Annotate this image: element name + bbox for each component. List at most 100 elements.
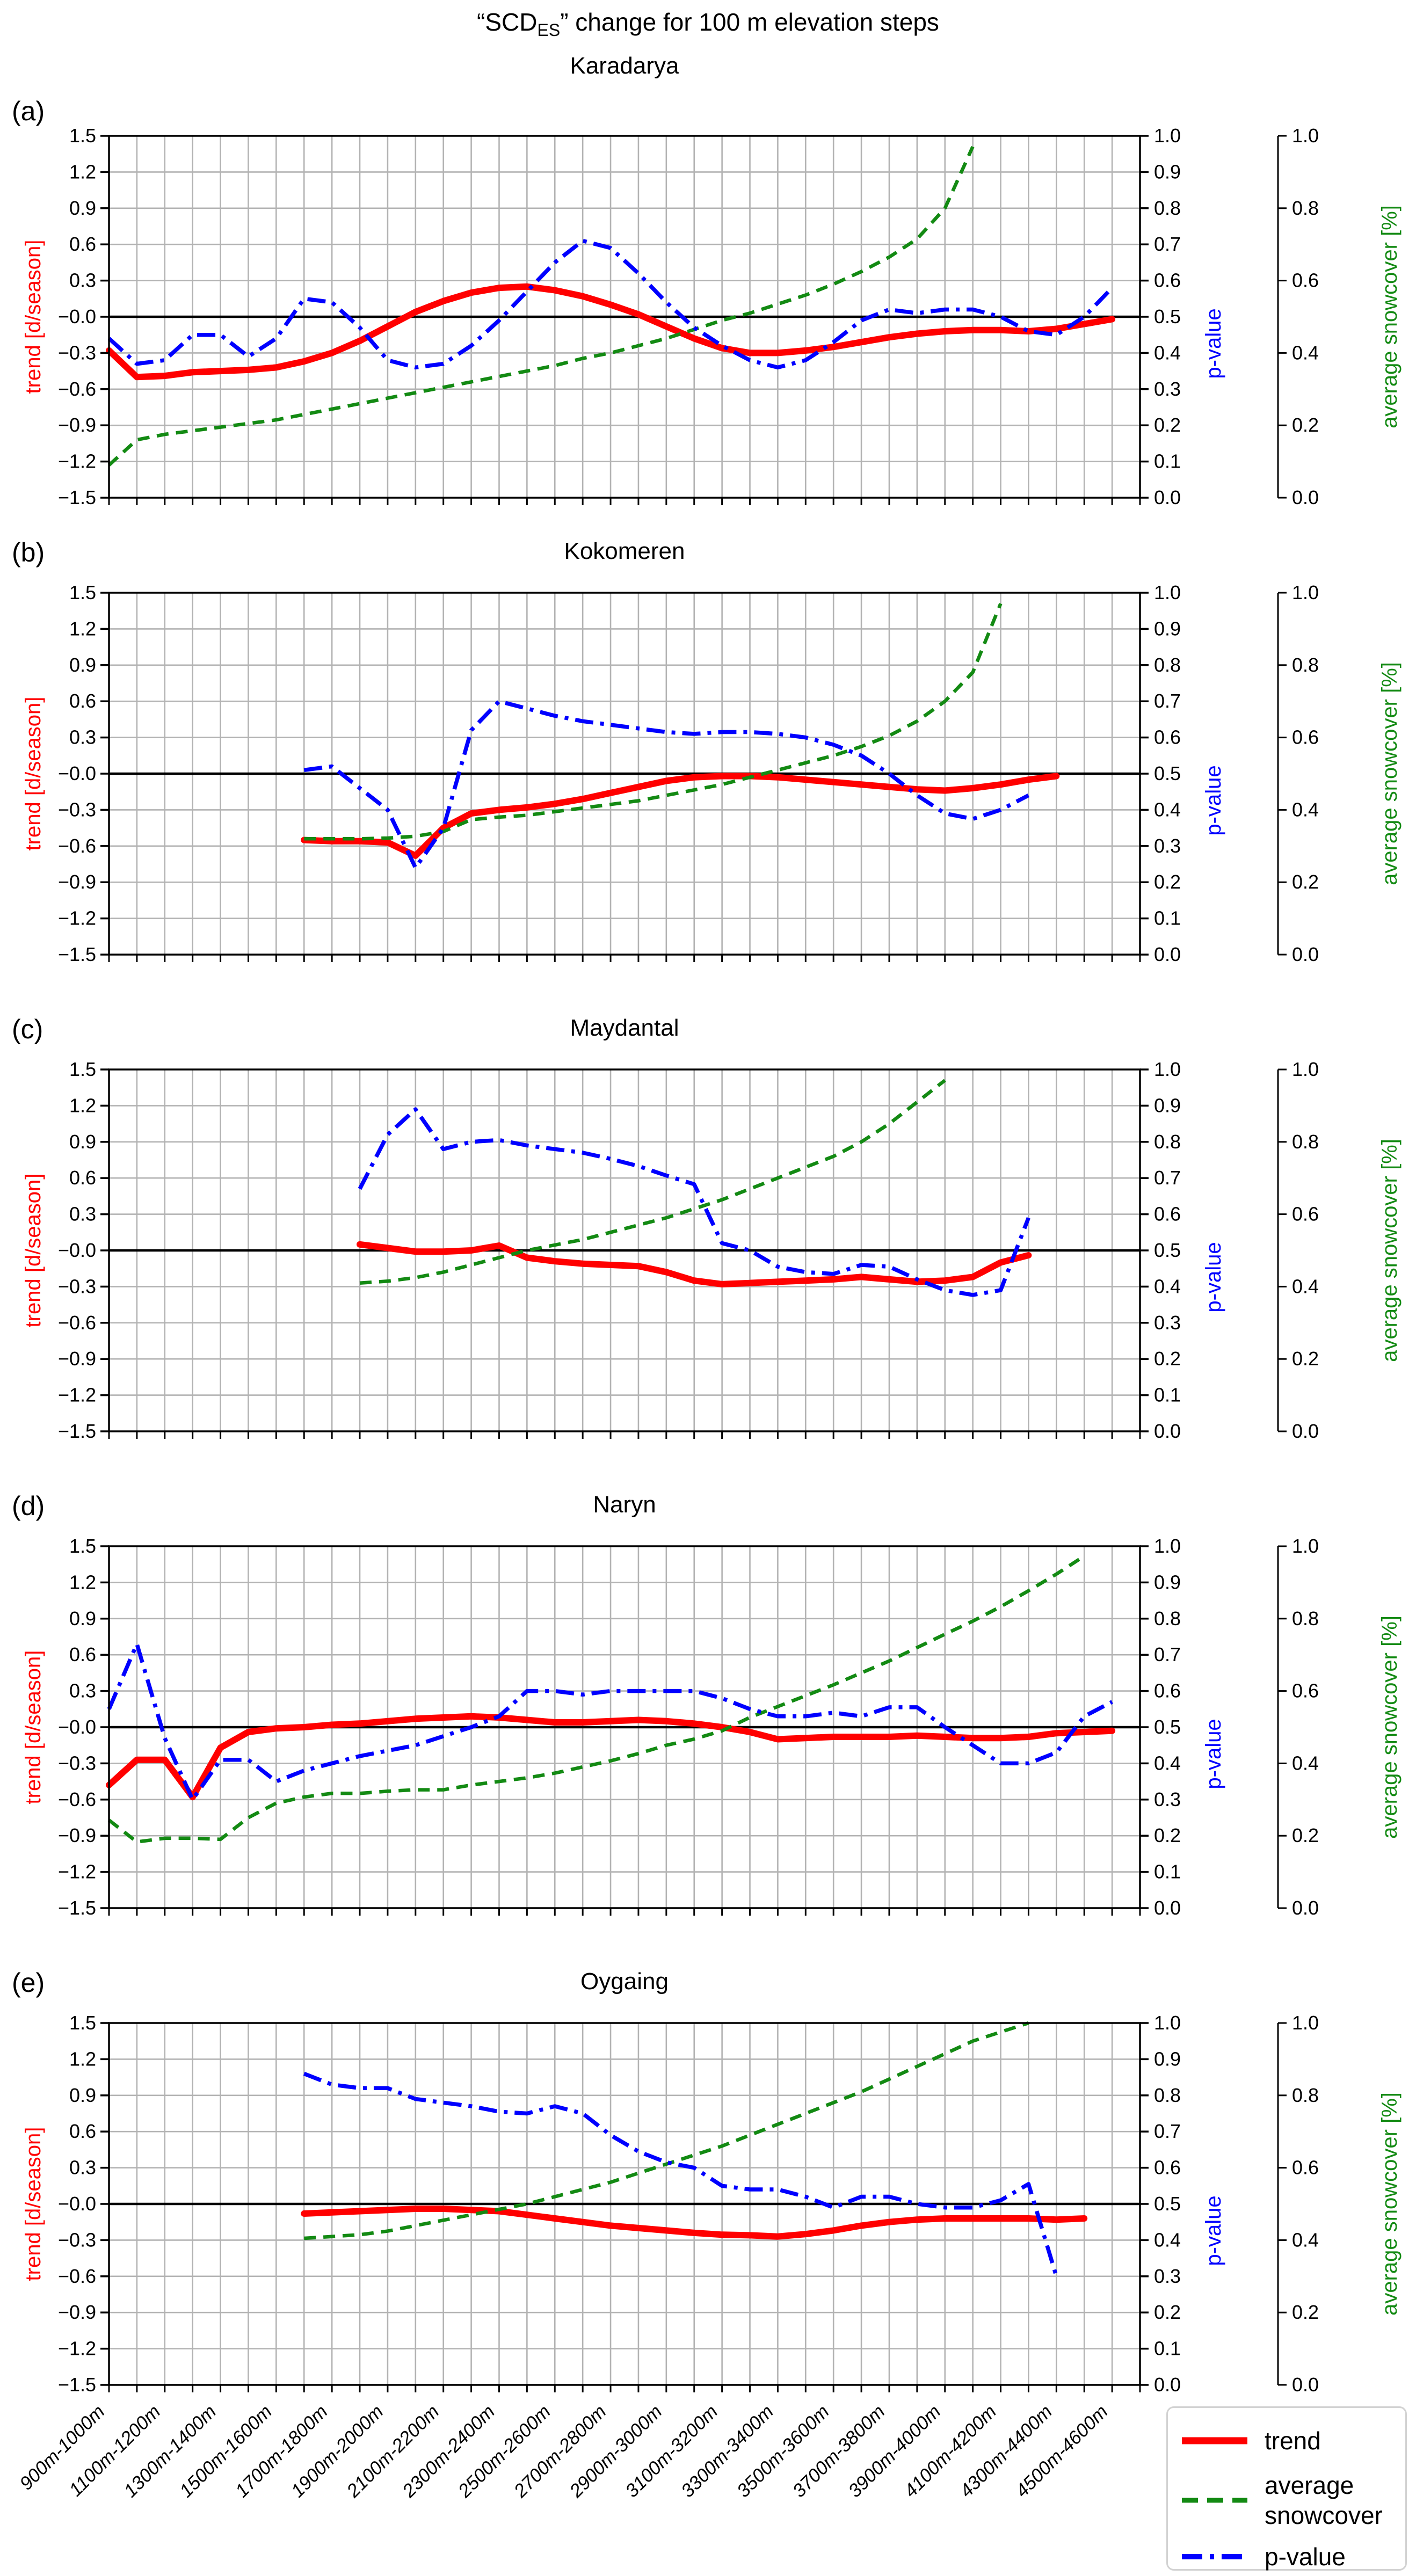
- trend-line: [106, 283, 1116, 381]
- svg-text:0.5: 0.5: [1154, 2193, 1181, 2215]
- snow-axis-label-b: average snowcover [%]: [1377, 662, 1402, 885]
- svg-text:0.6: 0.6: [1154, 1680, 1181, 1702]
- svg-text:−0.9: −0.9: [58, 871, 96, 893]
- panel-c-chart: 1.51.20.90.60.3−0.0−0.3−0.6−0.9−1.2−1.51…: [58, 1058, 1319, 1442]
- panel-b-chart: 1.51.20.90.60.3−0.0−0.3−0.6−0.9−1.2−1.51…: [58, 581, 1319, 965]
- legend-item-trend: trend: [1180, 2418, 1405, 2464]
- legend-item-p-value: p-value: [1180, 2537, 1405, 2576]
- svg-text:0.8: 0.8: [1292, 654, 1319, 676]
- svg-text:0.2: 0.2: [1292, 2301, 1319, 2323]
- svg-text:0.4: 0.4: [1292, 341, 1319, 363]
- svg-text:0.2: 0.2: [1154, 871, 1181, 893]
- svg-text:0.0: 0.0: [1154, 486, 1181, 508]
- svg-text:0.6: 0.6: [1292, 1680, 1319, 1702]
- svg-text:−0.9: −0.9: [58, 1824, 96, 1846]
- panel-title-naryn: Naryn: [593, 1491, 656, 1518]
- svg-text:0.3: 0.3: [69, 2157, 96, 2179]
- svg-text:0.9: 0.9: [69, 1131, 96, 1153]
- svg-text:0.1: 0.1: [1154, 450, 1181, 472]
- svg-text:0.3: 0.3: [69, 1680, 96, 1702]
- svg-text:1.0: 1.0: [1154, 1535, 1181, 1557]
- svg-text:−0.6: −0.6: [58, 2265, 96, 2287]
- p-value-line: [303, 2071, 1058, 2277]
- p-value-axis: 1.0 0.9 0.8 0.7 0.6 0.5 0.4 0.3 0.2 0.1 0.0: [1140, 125, 1181, 508]
- svg-text:0.2: 0.2: [1154, 2301, 1181, 2323]
- trend-axis-label-d: trend [d/season]: [21, 1650, 45, 1804]
- snowcover-line: [359, 1079, 946, 1285]
- svg-text:0.8: 0.8: [1154, 197, 1181, 219]
- snow-axis-label-d: average snowcover [%]: [1377, 1616, 1402, 1839]
- svg-text:1.0: 1.0: [1154, 581, 1181, 603]
- svg-text:1.5: 1.5: [69, 2012, 96, 2034]
- p-value-line: [358, 1107, 1030, 1297]
- panel-title-maydantal: Maydantal: [570, 1015, 679, 1041]
- p-value-axis: 1.0 0.9 0.8 0.7 0.6 0.5 0.4 0.3 0.2 0.1 0.0: [1140, 2012, 1181, 2396]
- svg-text:−0.3: −0.3: [58, 1752, 96, 1774]
- p-value-line: [107, 238, 1114, 370]
- snowcover-line: [107, 145, 975, 467]
- svg-text:0.7: 0.7: [1154, 2120, 1181, 2142]
- svg-text:1.5: 1.5: [69, 1535, 96, 1557]
- p-axis-label-d: p-value: [1201, 1719, 1225, 1789]
- figure-title-pre: “SCD: [477, 8, 538, 36]
- snowcover-line-sample: [1182, 2498, 1247, 2503]
- trend-axis-label-b: trend [d/season]: [21, 696, 45, 851]
- snowcover-axis: 1.0 0.8 0.6 0.4 0.2 0.0: [1277, 125, 1319, 508]
- svg-text:−1.2: −1.2: [58, 907, 96, 929]
- svg-text:0.0: 0.0: [1154, 1897, 1181, 1919]
- svg-text:0.2: 0.2: [1292, 1824, 1319, 1846]
- svg-text:0.6: 0.6: [69, 1167, 96, 1189]
- svg-text:0.6: 0.6: [69, 233, 96, 255]
- svg-text:1.0: 1.0: [1292, 1058, 1319, 1080]
- svg-text:−0.0: −0.0: [58, 1239, 96, 1261]
- svg-text:0.5: 0.5: [1154, 305, 1181, 328]
- svg-text:−1.2: −1.2: [58, 1861, 96, 1883]
- svg-text:0.6: 0.6: [69, 690, 96, 712]
- svg-text:0.4: 0.4: [1154, 798, 1181, 820]
- svg-text:0.2: 0.2: [1154, 414, 1181, 436]
- snowcover-axis: 1.0 0.8 0.6 0.4 0.2 0.0: [1277, 1058, 1319, 1442]
- trend-axis-label-c: trend [d/season]: [21, 1173, 45, 1328]
- svg-text:0.1: 0.1: [1154, 1384, 1181, 1406]
- svg-text:1.0: 1.0: [1154, 2012, 1181, 2034]
- svg-text:−0.9: −0.9: [58, 2301, 96, 2323]
- svg-text:1.5: 1.5: [69, 1058, 96, 1080]
- svg-text:0.4: 0.4: [1292, 1752, 1319, 1774]
- snowcover-axis: 1.0 0.8 0.6 0.4 0.2 0.0: [1277, 581, 1319, 965]
- trend-axis: 1.5 1.2 0.9 0.6 0.3 −0.0 −0.3 −0.6 −0.9 −1.2 −1.5: [58, 1058, 1141, 1442]
- svg-text:0.3: 0.3: [1154, 1788, 1181, 1810]
- svg-text:0.2: 0.2: [1154, 1348, 1181, 1370]
- svg-text:−0.6: −0.6: [58, 378, 96, 400]
- svg-text:0.1: 0.1: [1154, 2338, 1181, 2360]
- svg-text:0.5: 0.5: [1154, 762, 1181, 784]
- svg-text:0.9: 0.9: [1154, 1094, 1181, 1116]
- trend-line: [106, 1713, 1116, 1801]
- svg-text:0.4: 0.4: [1154, 1275, 1181, 1297]
- figure-title: “SCDES” change for 100 m elevation steps: [0, 8, 1416, 40]
- panel-e-chart: 1.51.20.90.60.3−0.0−0.3−0.6−0.9−1.2−1.51…: [16, 2012, 1319, 2502]
- svg-text:1.0: 1.0: [1154, 125, 1181, 147]
- svg-text:−0.3: −0.3: [58, 1275, 96, 1297]
- svg-text:0.0: 0.0: [1292, 1897, 1319, 1919]
- svg-text:0.6: 0.6: [69, 1643, 96, 1665]
- svg-text:−0.6: −0.6: [58, 835, 96, 857]
- p-axis-label-a: p-value: [1201, 308, 1225, 379]
- svg-text:0.7: 0.7: [1154, 690, 1181, 712]
- svg-text:0.5: 0.5: [1154, 1716, 1181, 1738]
- snow-axis-label-e: average snowcover [%]: [1377, 2092, 1402, 2316]
- svg-text:0.0: 0.0: [1154, 943, 1181, 965]
- svg-text:1.2: 1.2: [69, 1094, 96, 1116]
- svg-text:−1.5: −1.5: [58, 1420, 96, 1442]
- svg-text:1.2: 1.2: [69, 617, 96, 639]
- p-value-line-sample: [1182, 2554, 1247, 2559]
- svg-text:0.6: 0.6: [1292, 726, 1319, 748]
- trend-line: [301, 2206, 1088, 2240]
- svg-text:0.4: 0.4: [1154, 2229, 1181, 2251]
- svg-text:0.3: 0.3: [1154, 2265, 1181, 2287]
- panel-letter-d: (d): [12, 1491, 45, 1521]
- svg-text:0.6: 0.6: [1292, 2157, 1319, 2179]
- svg-text:0.8: 0.8: [1154, 654, 1181, 676]
- p-value-axis: 1.0 0.9 0.8 0.7 0.6 0.5 0.4 0.3 0.2 0.1 0.0: [1140, 581, 1181, 965]
- svg-text:0.9: 0.9: [1154, 2048, 1181, 2070]
- svg-text:−0.0: −0.0: [58, 305, 96, 328]
